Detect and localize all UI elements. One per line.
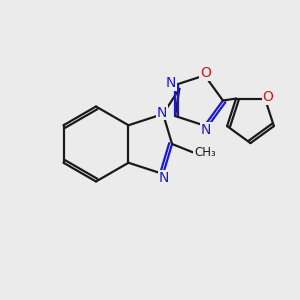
Text: N: N xyxy=(156,106,167,119)
Text: N: N xyxy=(166,76,176,91)
Text: O: O xyxy=(200,66,211,80)
Text: O: O xyxy=(262,90,273,104)
Text: CH₃: CH₃ xyxy=(194,146,216,159)
Text: N: N xyxy=(201,122,211,136)
Text: N: N xyxy=(158,171,169,184)
